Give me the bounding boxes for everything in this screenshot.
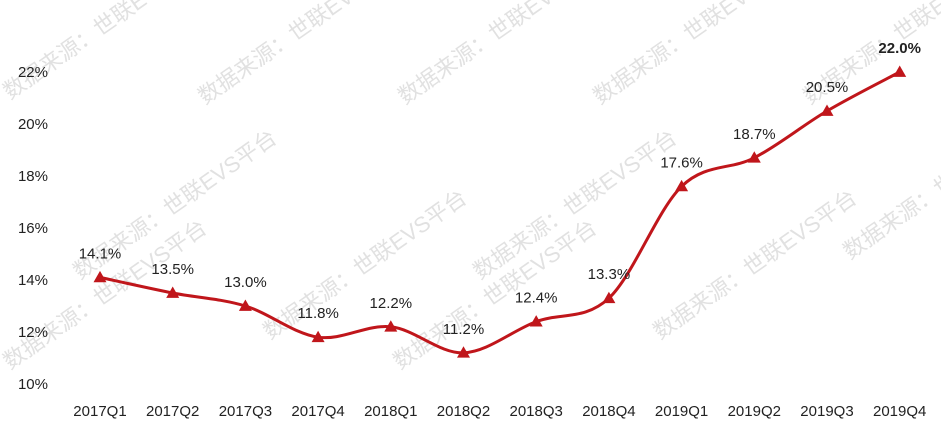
y-tick-label: 10% [18,376,48,393]
x-tick-label: 2018Q3 [510,403,563,420]
y-tick-label: 16% [18,220,48,237]
x-tick-label: 2017Q2 [146,403,199,420]
marker-layer [93,65,907,358]
data-point-marker [893,65,907,77]
data-point-marker [93,270,107,283]
data-point-marker [238,299,252,311]
watermark-text: 数据来源：世联EVS平台 [0,0,211,104]
series-line [98,70,902,355]
watermark-text: 数据来源：世联EVS平台 [469,125,682,284]
y-tick-label: 14% [18,272,48,289]
data-label-layer: 14.1% 13.5% 13.0% 11.8% 12.2% 11.2% 12.4% 13.3%… [79,40,921,338]
data-label: 11.2% [443,321,484,338]
x-tick-label: 2018Q4 [582,403,635,420]
data-label: 13.5% [151,261,194,278]
x-axis: 2017Q1 2017Q2 2017Q3 2017Q4 2018Q1 2018Q2 2018… [73,403,926,420]
data-point-marker [529,315,543,327]
watermark-text: 数据来源：世联EVS平台 [589,0,802,109]
x-tick-label: 2017Q1 [73,403,126,420]
data-label: 12.2% [370,295,413,312]
x-tick-label: 2019Q4 [873,403,926,420]
data-label: 20.5% [806,79,849,96]
data-label: 14.1% [79,245,122,262]
watermark-layer: 数据来源：世联EVS平台数据来源：世联EVS平台数据来源：世联EVS平台数据来源… [0,0,941,374]
data-point-marker [820,104,834,116]
y-tick-label: 18% [18,168,48,185]
x-tick-label: 2017Q3 [219,403,272,420]
data-point-marker [675,179,689,192]
x-tick-label: 2019Q2 [728,403,781,420]
watermark-text: 数据来源：世联EVS平台 [394,0,607,109]
data-label: 22.0% [878,40,921,57]
watermark-text: 数据来源：世联EVS平台 [649,185,862,344]
x-tick-label: 2018Q1 [364,403,417,420]
data-label: 13.0% [224,274,267,291]
data-point-marker [602,291,616,304]
data-label: 13.3% [588,266,631,283]
x-tick-label: 2019Q3 [800,403,853,420]
data-point-marker [166,286,180,298]
y-tick-label: 20% [18,116,48,133]
data-label: 18.7% [733,126,776,143]
x-tick-label: 2017Q4 [291,403,344,420]
y-tick-label: 12% [18,324,48,341]
data-point-marker [747,151,761,163]
x-tick-label: 2018Q2 [437,403,490,420]
data-label: 11.8% [297,305,338,322]
data-label: 17.6% [660,154,703,171]
watermark-text: 数据来源：世联EVS平台 [194,0,407,109]
data-point-marker [311,330,325,343]
x-tick-label: 2019Q1 [655,403,708,420]
data-label: 12.4% [515,290,558,307]
y-axis: 10% 12% 14% 16% 18% 20% 22% [18,64,48,393]
data-point-marker [384,320,398,332]
data-point-marker [457,346,470,358]
watermark-text: 数据来源：世联EVS平台 [839,105,941,264]
y-tick-label: 22% [18,64,48,81]
